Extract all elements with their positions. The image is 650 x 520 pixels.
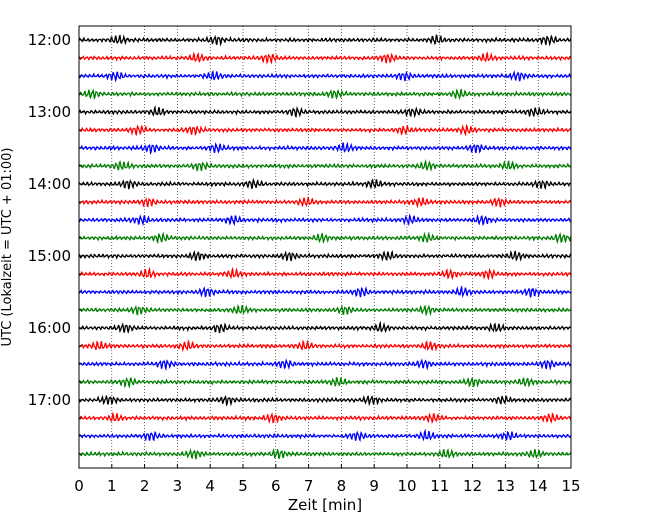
y-tick-label: 16:00: [28, 319, 71, 337]
seismic-trace: [78, 376, 572, 389]
seismic-trace: [78, 266, 572, 281]
x-tick-label: 6: [271, 477, 281, 495]
seismic-trace: [78, 411, 572, 425]
seismic-trace: [78, 394, 572, 407]
x-tick-label: 8: [337, 477, 347, 495]
x-tick-label: 11: [430, 477, 449, 495]
x-tick-label: 2: [140, 477, 150, 495]
x-tick-label: 14: [529, 477, 548, 495]
seismic-trace: [78, 70, 572, 83]
x-tick-label: 3: [173, 477, 183, 495]
y-tick-label: 12:00: [28, 31, 71, 49]
tick-layer: 0 1 2 3 4 5 6 7 8 9 10 11 12 13 14 1512:0013:0014:0015:…: [28, 31, 581, 495]
seismic-trace: [78, 213, 572, 227]
seismic-trace: [78, 231, 572, 245]
seismic-trace: [78, 358, 572, 372]
seismic-trace: [78, 158, 572, 173]
x-tick-label: 4: [205, 477, 215, 495]
seismic-trace: [78, 34, 572, 47]
x-tick-label: 10: [397, 477, 416, 495]
y-tick-label: 15:00: [28, 247, 71, 265]
seismic-trace: [78, 141, 572, 156]
seismic-trace: [78, 428, 572, 442]
trace-layer: [78, 34, 572, 460]
x-tick-label: 1: [107, 477, 117, 495]
x-tick-label: 0: [74, 477, 84, 495]
y-tick-label: 13:00: [28, 103, 71, 121]
x-tick-label: 9: [369, 477, 379, 495]
y-axis-label: UTC (Lokalzeit = UTC + 01:00): [0, 148, 15, 347]
seismic-trace: [78, 320, 572, 335]
x-axis-label: Zeit [min]: [288, 496, 362, 514]
seismic-trace: [78, 285, 572, 299]
seismic-trace: [78, 123, 572, 137]
x-tick-label: 12: [463, 477, 482, 495]
seismic-trace: [78, 195, 572, 209]
seismic-trace: [78, 51, 572, 65]
seismic-trace: [78, 447, 572, 460]
plot-frame: [78, 25, 572, 469]
x-tick-label: 7: [304, 477, 314, 495]
x-tick-label: 5: [238, 477, 248, 495]
x-tick-label: 13: [496, 477, 515, 495]
seismic-trace: [78, 249, 572, 262]
seismic-trace: [78, 104, 572, 119]
seismic-trace: [78, 88, 572, 100]
seismic-trace: [78, 177, 572, 191]
seismic-trace: [78, 304, 572, 317]
y-tick-label: 17:00: [28, 391, 71, 409]
y-tick-label: 14:00: [28, 175, 71, 193]
x-tick-label: 15: [561, 477, 580, 495]
seismic-trace: [78, 339, 572, 353]
